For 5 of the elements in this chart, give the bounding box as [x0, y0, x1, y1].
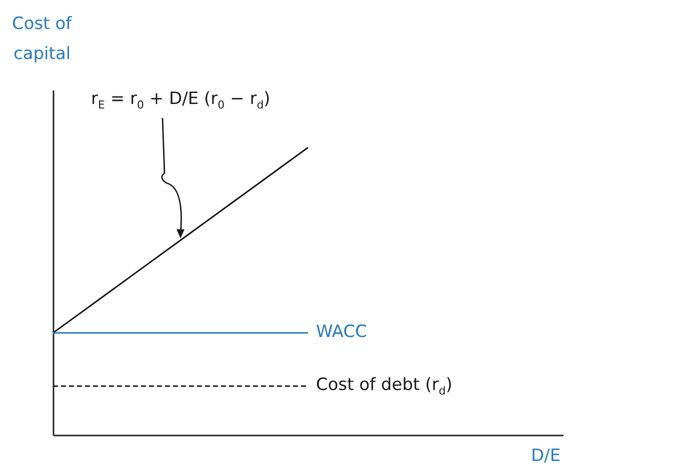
- series-label: WACC: [316, 322, 367, 342]
- x-axis-title: D/E: [531, 446, 561, 466]
- series-label: Cost of debt (r$_{d}$): [316, 374, 452, 398]
- text: r$_{E}$ = r$_{0}$ + D/E (r$_{0}$ − r$_{d}$): [91, 88, 270, 111]
- y-axis-title: Cost of capital: [12, 14, 72, 64]
